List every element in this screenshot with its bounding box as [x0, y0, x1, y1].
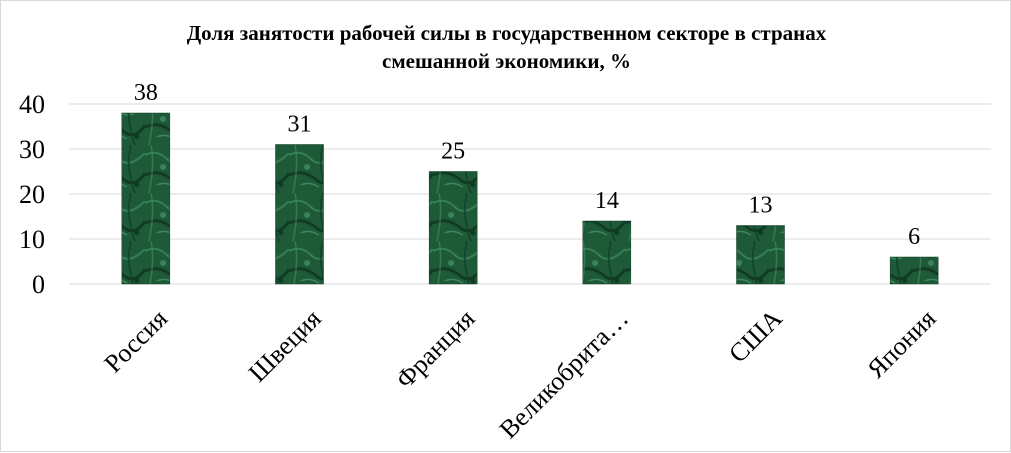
chart-title-line-2: смешанной экономики, %	[382, 49, 631, 73]
bar	[889, 256, 939, 285]
category-label: Великобрита…	[494, 304, 634, 444]
bar	[582, 220, 632, 285]
data-label: 38	[134, 80, 158, 106]
grid-lines	[69, 103, 991, 285]
data-label: 25	[441, 139, 465, 165]
y-tick-label: 10	[19, 225, 45, 254]
y-tick-label: 0	[32, 270, 45, 299]
data-label: 13	[749, 193, 773, 219]
category-label: Япония	[861, 304, 941, 384]
bar	[428, 171, 478, 285]
data-label: 6	[908, 224, 920, 250]
y-tick-label: 20	[19, 180, 45, 209]
chart-title-line-1: Доля занятости рабочей силы в государств…	[186, 21, 827, 45]
y-tick-label: 40	[19, 90, 45, 119]
bar	[275, 144, 324, 285]
bar	[736, 225, 785, 285]
category-label: Швеция	[243, 304, 327, 388]
category-label: Россия	[99, 304, 174, 379]
bar	[121, 112, 171, 285]
data-label: 31	[288, 112, 312, 138]
category-label: Франция	[390, 304, 480, 394]
chart-title: Доля занятости рабочей силы в государств…	[1, 19, 1011, 75]
bars	[121, 112, 939, 285]
data-labels: 38 31 25 14 13 6	[134, 80, 920, 250]
category-labels: Россия Швеция Франция Великобрита… США Япония	[99, 304, 942, 444]
category-label: США	[723, 304, 788, 369]
y-tick-label: 30	[19, 135, 45, 164]
data-label: 14	[595, 188, 619, 214]
y-axis-ticks: 0 10 20 30 40	[19, 90, 45, 299]
